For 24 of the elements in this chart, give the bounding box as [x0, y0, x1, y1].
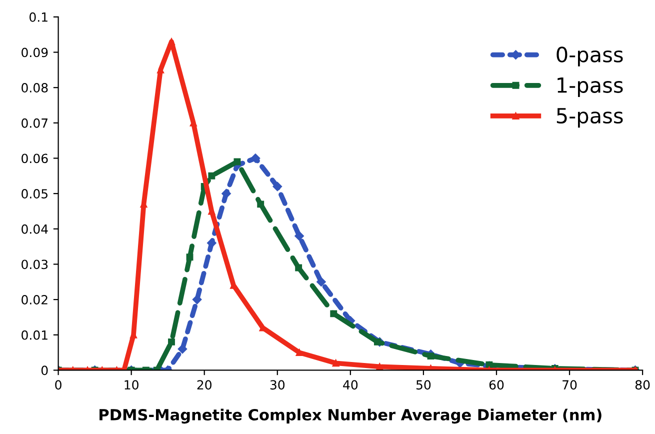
y-tick-label: 0.07 [22, 118, 48, 128]
x-tick-label: 40 [343, 380, 358, 390]
y-tick-label: 0 [41, 366, 48, 376]
y-tick-label: 0.1 [30, 12, 48, 22]
legend-label: 5-pass [556, 108, 623, 128]
x-tick-label: 10 [124, 380, 138, 390]
x-tick-label: 50 [416, 380, 431, 390]
legend-label: 0-pass [556, 46, 623, 66]
x-tick-label: 80 [635, 380, 650, 390]
legend-label: 1-pass [558, 77, 623, 98]
y-tick-label: 0.01 [22, 330, 48, 340]
x-tick-label: 20 [197, 380, 212, 390]
y-tick-label: 0.05 [22, 189, 48, 198]
y-tick-label: 0.08 [22, 83, 48, 93]
y-tick-label: 0.02 [22, 295, 48, 304]
y-tick-label: 0.04 [22, 224, 48, 234]
x-tick-label: 60 [489, 380, 504, 390]
x-tick-label: 0 [55, 380, 62, 390]
x-tick-label: 30 [270, 380, 285, 390]
y-tick-label: 0.03 [22, 260, 48, 270]
x-tick-label: 70 [562, 380, 577, 390]
y-tick-label: 0.06 [22, 154, 48, 164]
x-axis-title: PDMS-Magnetite Complex Number Average Diameter (nm) [100, 408, 602, 424]
y-tick-label: 0.09 [22, 48, 48, 58]
